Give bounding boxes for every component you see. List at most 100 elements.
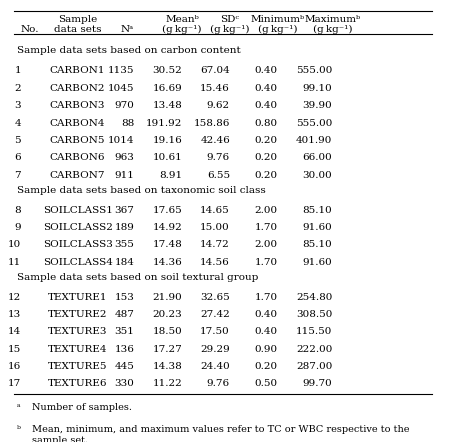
Text: 0.20: 0.20 — [255, 362, 278, 371]
Text: 9: 9 — [14, 223, 21, 232]
Text: 15: 15 — [8, 345, 21, 354]
Text: 13.48: 13.48 — [152, 101, 182, 110]
Text: 85.10: 85.10 — [302, 206, 332, 214]
Text: 2.00: 2.00 — [255, 240, 278, 249]
Text: 401.90: 401.90 — [296, 136, 332, 145]
Text: Sample data sets based on soil textural group: Sample data sets based on soil textural … — [17, 273, 258, 282]
Text: 10.61: 10.61 — [152, 153, 182, 162]
Text: CARBON4: CARBON4 — [50, 118, 105, 128]
Text: 99.70: 99.70 — [302, 380, 332, 389]
Text: SOILCLASS4: SOILCLASS4 — [43, 258, 112, 267]
Text: (g kg⁻¹): (g kg⁻¹) — [312, 24, 352, 34]
Text: 15.00: 15.00 — [200, 223, 230, 232]
Text: 0.50: 0.50 — [255, 380, 278, 389]
Text: Sample data sets based on taxonomic soil class: Sample data sets based on taxonomic soil… — [17, 186, 265, 194]
Text: Sample data sets based on carbon content: Sample data sets based on carbon content — [17, 46, 240, 55]
Text: 88: 88 — [121, 118, 134, 128]
Text: 153: 153 — [114, 293, 134, 301]
Text: Meanᵇ: Meanᵇ — [165, 15, 199, 24]
Text: 91.60: 91.60 — [302, 258, 332, 267]
Text: 0.40: 0.40 — [255, 310, 278, 319]
Text: CARBON5: CARBON5 — [50, 136, 105, 145]
Text: 115.50: 115.50 — [296, 328, 332, 336]
Text: 1045: 1045 — [108, 84, 134, 93]
Text: 1: 1 — [14, 66, 21, 76]
Text: 10: 10 — [8, 240, 21, 249]
Text: CARBON6: CARBON6 — [50, 153, 105, 162]
Text: 91.60: 91.60 — [302, 223, 332, 232]
Text: 0.20: 0.20 — [255, 136, 278, 145]
Text: 14.72: 14.72 — [200, 240, 230, 249]
Text: 5: 5 — [14, 136, 21, 145]
Text: 8: 8 — [14, 206, 21, 214]
Text: 14.38: 14.38 — [152, 362, 182, 371]
Text: 66.00: 66.00 — [302, 153, 332, 162]
Text: 970: 970 — [114, 101, 134, 110]
Text: ᵇ: ᵇ — [17, 425, 20, 434]
Text: 136: 136 — [114, 345, 134, 354]
Text: 0.40: 0.40 — [255, 328, 278, 336]
Text: (g kg⁻¹): (g kg⁻¹) — [258, 24, 298, 34]
Text: 6.55: 6.55 — [207, 171, 230, 180]
Text: 445: 445 — [114, 362, 134, 371]
Text: 21.90: 21.90 — [152, 293, 182, 301]
Text: 30.52: 30.52 — [152, 66, 182, 76]
Text: 1135: 1135 — [108, 66, 134, 76]
Text: Sample: Sample — [58, 15, 97, 24]
Text: 67.04: 67.04 — [200, 66, 230, 76]
Text: TEXTURE6: TEXTURE6 — [48, 380, 107, 389]
Text: SDᶜ: SDᶜ — [220, 15, 239, 24]
Text: 351: 351 — [114, 328, 134, 336]
Text: 18.50: 18.50 — [152, 328, 182, 336]
Text: 189: 189 — [114, 223, 134, 232]
Text: Nᵃ: Nᵃ — [121, 25, 134, 34]
Text: 32.65: 32.65 — [200, 293, 230, 301]
Text: 308.50: 308.50 — [296, 310, 332, 319]
Text: 99.10: 99.10 — [302, 84, 332, 93]
Text: 0.20: 0.20 — [255, 153, 278, 162]
Text: No.: No. — [21, 25, 39, 34]
Text: TEXTURE2: TEXTURE2 — [48, 310, 107, 319]
Text: CARBON1: CARBON1 — [50, 66, 105, 76]
Text: 0.40: 0.40 — [255, 101, 278, 110]
Text: 1.70: 1.70 — [255, 223, 278, 232]
Text: 14: 14 — [8, 328, 21, 336]
Text: 3: 3 — [14, 101, 21, 110]
Text: 11: 11 — [8, 258, 21, 267]
Text: 13: 13 — [8, 310, 21, 319]
Text: (g kg⁻¹): (g kg⁻¹) — [162, 24, 202, 34]
Text: 1014: 1014 — [108, 136, 134, 145]
Text: 9.76: 9.76 — [207, 380, 230, 389]
Text: TEXTURE4: TEXTURE4 — [48, 345, 107, 354]
Text: CARBON7: CARBON7 — [50, 171, 105, 180]
Text: 911: 911 — [114, 171, 134, 180]
Text: 42.46: 42.46 — [200, 136, 230, 145]
Text: 6: 6 — [14, 153, 21, 162]
Text: 29.29: 29.29 — [200, 345, 230, 354]
Text: 19.16: 19.16 — [152, 136, 182, 145]
Text: 30.00: 30.00 — [302, 171, 332, 180]
Text: 8.91: 8.91 — [159, 171, 182, 180]
Text: 14.65: 14.65 — [200, 206, 230, 214]
Text: data sets: data sets — [54, 25, 101, 34]
Text: 17.48: 17.48 — [152, 240, 182, 249]
Text: (g kg⁻¹): (g kg⁻¹) — [210, 24, 250, 34]
Text: 9.62: 9.62 — [207, 101, 230, 110]
Text: 7: 7 — [14, 171, 21, 180]
Text: SOILCLASS2: SOILCLASS2 — [43, 223, 112, 232]
Text: 555.00: 555.00 — [296, 66, 332, 76]
Text: 14.92: 14.92 — [152, 223, 182, 232]
Text: 158.86: 158.86 — [193, 118, 230, 128]
Text: 963: 963 — [114, 153, 134, 162]
Text: 17.27: 17.27 — [152, 345, 182, 354]
Text: 27.42: 27.42 — [200, 310, 230, 319]
Text: 2.00: 2.00 — [255, 206, 278, 214]
Text: 17.65: 17.65 — [152, 206, 182, 214]
Text: ᵃ: ᵃ — [17, 404, 20, 412]
Text: 191.92: 191.92 — [146, 118, 182, 128]
Text: 355: 355 — [114, 240, 134, 249]
Text: 16.69: 16.69 — [152, 84, 182, 93]
Text: 1.70: 1.70 — [255, 258, 278, 267]
Text: 12: 12 — [8, 293, 21, 301]
Text: 0.20: 0.20 — [255, 171, 278, 180]
